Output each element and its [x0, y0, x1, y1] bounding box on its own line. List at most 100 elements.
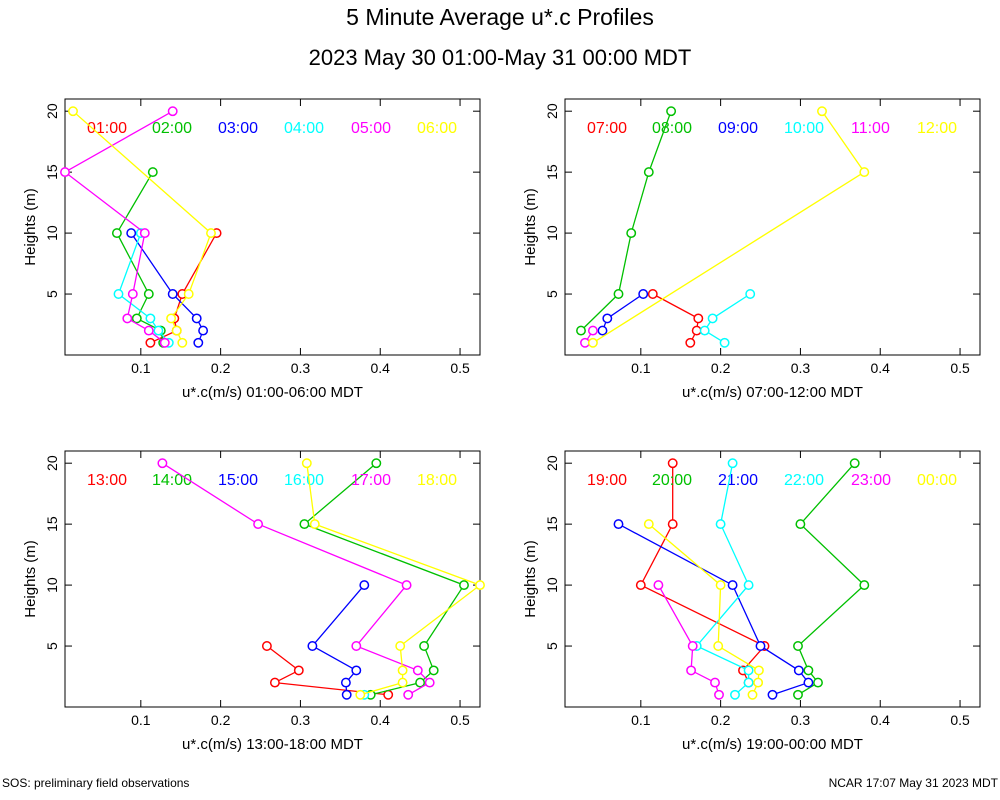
x-tick-label: 0.5 — [950, 360, 970, 376]
series-line — [639, 463, 766, 683]
series-07:00: 07:00 — [587, 120, 704, 348]
legend-entry: 20:00 — [652, 472, 692, 489]
x-tick-label: 0.2 — [211, 712, 231, 728]
data-point — [145, 313, 156, 324]
series-23:00: 23:00 — [653, 472, 891, 700]
data-point — [166, 313, 177, 324]
legend-entry: 17:00 — [351, 472, 391, 489]
data-point — [803, 677, 814, 688]
data-point — [849, 458, 860, 469]
data-point — [459, 580, 469, 591]
data-point — [159, 337, 170, 348]
data-point — [419, 641, 430, 651]
data-point — [753, 677, 764, 688]
data-point — [167, 106, 178, 117]
data-point — [475, 580, 485, 591]
data-point — [597, 325, 608, 336]
x-tick-label: 0.3 — [291, 360, 311, 376]
data-point — [424, 677, 435, 688]
series-15:00: 15:00 — [218, 472, 370, 700]
data-point — [699, 325, 710, 336]
data-point — [730, 689, 740, 700]
plot-frame — [564, 450, 981, 708]
y-tick-label: 10 — [544, 577, 560, 593]
legend-entry: 18:00 — [417, 472, 457, 489]
data-point — [293, 665, 304, 676]
series-line — [797, 462, 866, 696]
legend-entry: 10:00 — [784, 120, 824, 137]
data-point — [635, 580, 646, 591]
plot-frame — [564, 98, 981, 356]
data-point — [401, 580, 412, 591]
data-point — [191, 313, 202, 324]
series-06:00: 06:00 — [68, 106, 457, 348]
x-tick-label: 0.5 — [450, 360, 470, 376]
data-point — [177, 337, 188, 348]
data-point — [253, 519, 264, 530]
footer-timestamp: NCAR 17:07 May 31 2023 MDT — [828, 776, 998, 790]
data-point — [747, 689, 758, 700]
data-point — [340, 677, 351, 688]
x-tick-label: 0.4 — [371, 360, 391, 376]
series-19:00: 19:00 — [587, 458, 770, 688]
data-point — [647, 289, 658, 299]
data-point — [638, 289, 649, 299]
series-14:00: 14:00 — [152, 458, 469, 700]
legend-entry: 09:00 — [718, 120, 758, 137]
data-point — [613, 519, 624, 530]
data-point — [666, 106, 677, 117]
data-point — [145, 337, 156, 348]
data-point — [122, 313, 133, 324]
series-05:00: 05:00 — [60, 106, 391, 348]
data-point — [580, 337, 590, 348]
x-tick-label: 0.1 — [631, 360, 651, 376]
data-point — [687, 641, 698, 651]
data-point — [667, 458, 678, 469]
data-point — [576, 325, 586, 336]
plot-frame — [64, 450, 481, 708]
data-point — [403, 689, 414, 700]
data-point — [198, 325, 209, 336]
x-axis-label: u*.c(m/s) 13:00-18:00 MDT — [182, 736, 363, 753]
x-tick-label: 0.5 — [450, 712, 470, 728]
data-point — [395, 641, 406, 651]
legend-entry: 12:00 — [917, 120, 957, 137]
legend-entry: 06:00 — [417, 120, 457, 137]
series-02:00: 02:00 — [111, 120, 192, 348]
data-point — [68, 106, 78, 117]
y-tick-label: 20 — [44, 455, 60, 471]
data-point — [755, 641, 766, 651]
data-point — [691, 325, 702, 336]
series-line — [657, 584, 720, 696]
data-point — [193, 337, 204, 348]
data-point — [113, 289, 124, 299]
data-point — [359, 580, 370, 591]
series-line — [601, 293, 644, 331]
data-point — [743, 677, 754, 688]
data-point — [643, 519, 654, 530]
series-18:00: 18:00 — [301, 458, 485, 700]
series-13:00: 13:00 — [87, 472, 394, 700]
data-point — [713, 641, 724, 651]
data-point — [727, 580, 738, 591]
data-point — [261, 641, 272, 651]
plot-frame — [64, 98, 481, 356]
chart-title: 5 Minute Average u*.c Profiles — [346, 4, 654, 30]
y-tick-label: 15 — [544, 164, 560, 180]
data-point — [817, 106, 827, 117]
x-tick-label: 0.3 — [291, 712, 311, 728]
data-point — [341, 689, 352, 700]
series-line — [162, 462, 431, 696]
footer-source-note: SOS: preliminary field observations — [2, 776, 190, 790]
legend-entry: 02:00 — [152, 120, 192, 137]
data-point — [653, 580, 664, 591]
y-tick-label: 15 — [544, 516, 560, 532]
data-point — [727, 458, 738, 469]
data-point — [171, 325, 182, 336]
data-point — [127, 289, 138, 299]
data-point — [153, 325, 164, 336]
y-tick-label: 10 — [544, 225, 560, 241]
data-point — [743, 580, 754, 591]
series-line — [63, 110, 174, 344]
